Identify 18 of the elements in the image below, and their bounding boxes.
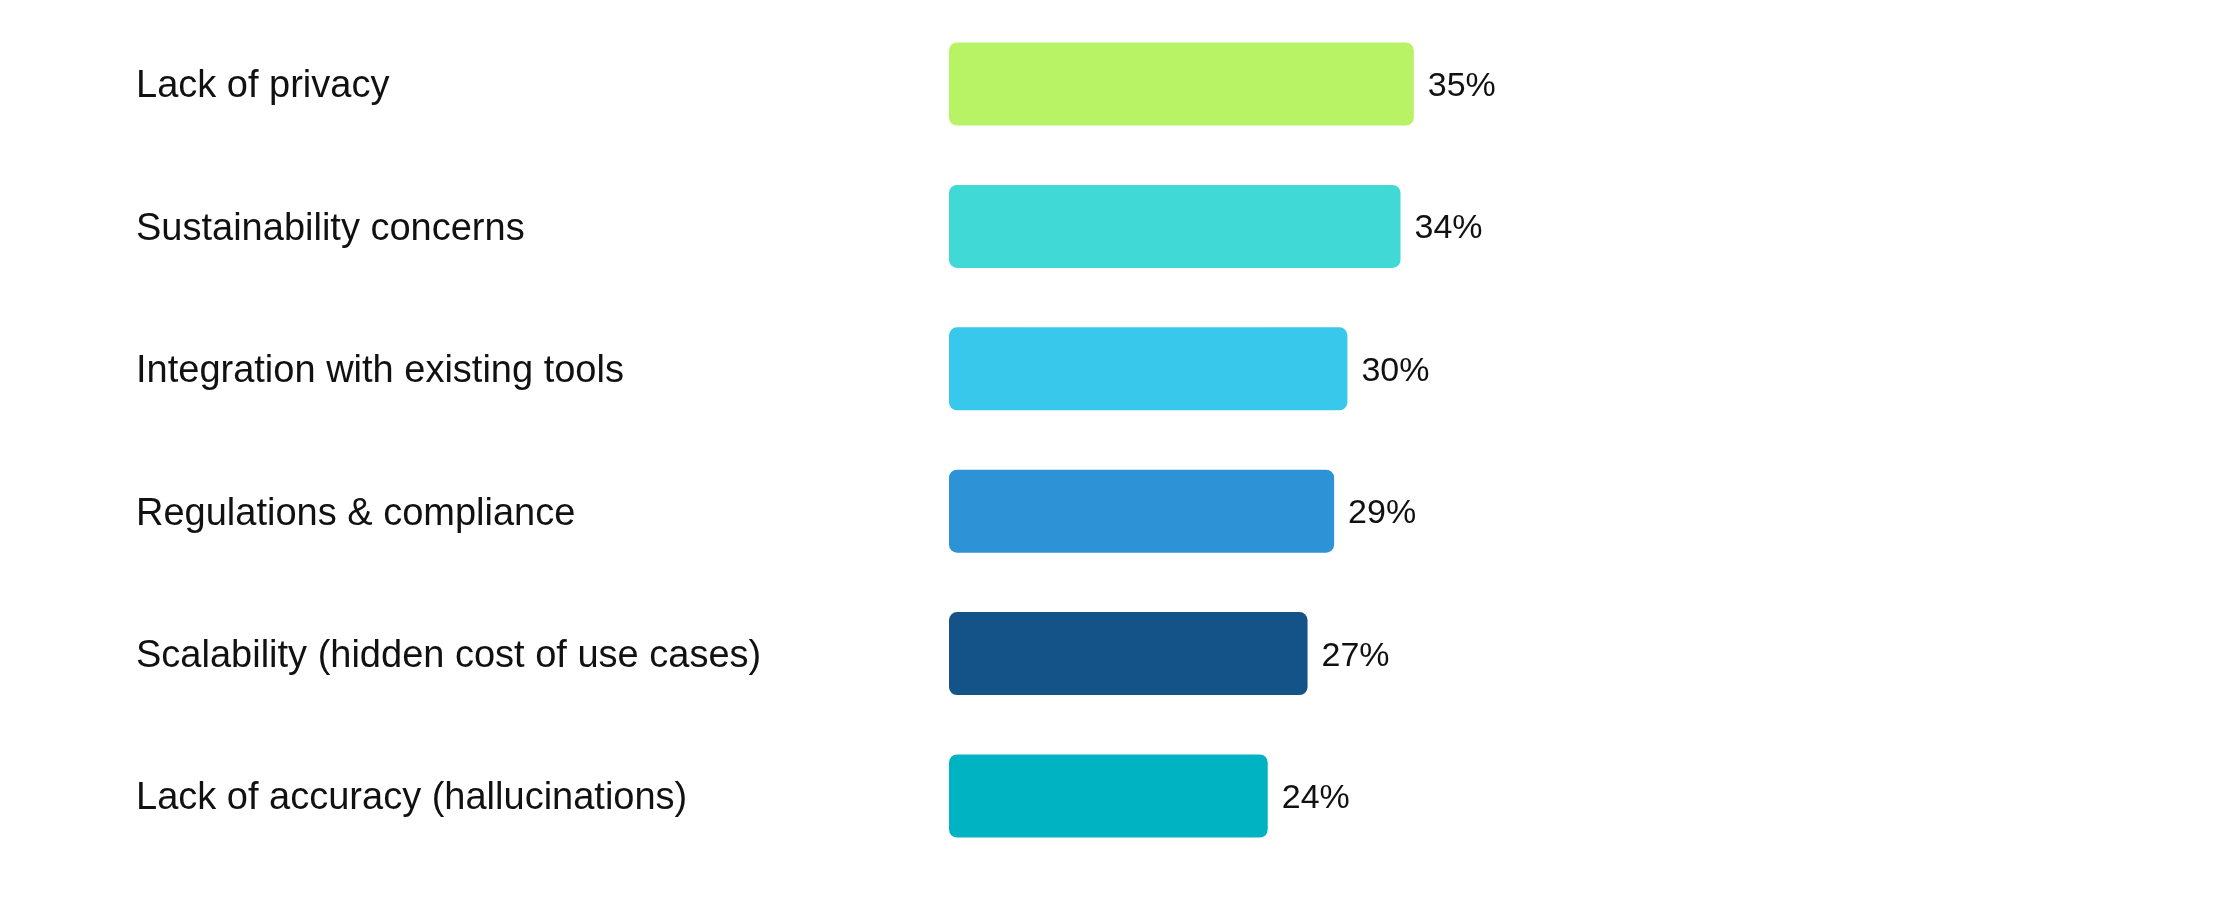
data-label: 29% bbox=[1348, 492, 1417, 531]
y-tick-label: Integration with existing tools bbox=[136, 348, 624, 391]
y-tick-label: Scalability (hidden cost of use cases) bbox=[136, 632, 762, 675]
bar bbox=[949, 469, 1335, 553]
bar bbox=[949, 42, 1414, 126]
y-tick-label: Sustainability concerns bbox=[136, 205, 525, 248]
y-tick-label: Regulations & compliance bbox=[136, 490, 576, 533]
bar bbox=[949, 327, 1348, 411]
y-tick-label: Lack of accuracy (hallucinations) bbox=[136, 775, 688, 818]
data-label: 34% bbox=[1414, 207, 1483, 246]
bar bbox=[949, 754, 1268, 838]
data-label: 27% bbox=[1321, 634, 1390, 673]
bar bbox=[949, 184, 1401, 268]
data-label: 30% bbox=[1361, 349, 1430, 388]
data-label: 35% bbox=[1427, 64, 1496, 103]
bar bbox=[949, 612, 1308, 696]
data-label: 24% bbox=[1281, 776, 1350, 815]
y-tick-label: Lack of privacy bbox=[136, 63, 390, 106]
